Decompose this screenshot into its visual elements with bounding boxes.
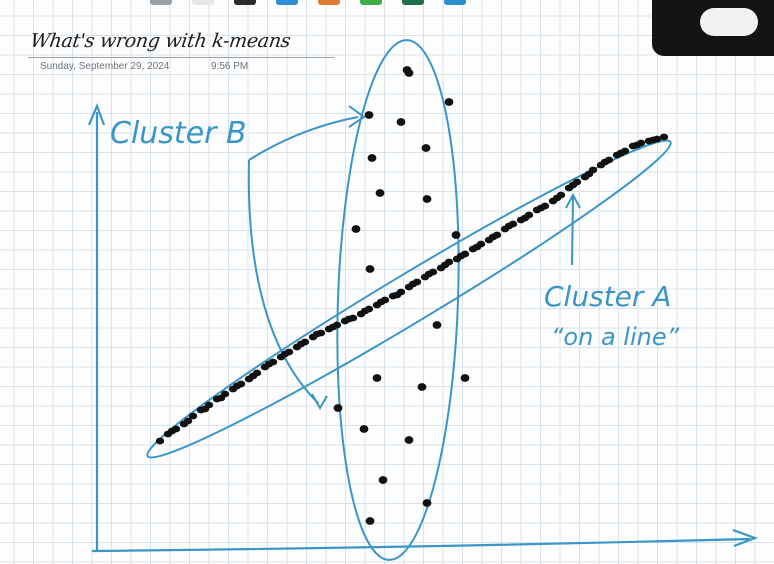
cluster-a-point (456, 252, 466, 260)
camera-toggle-button[interactable] (700, 8, 758, 36)
cluster-a-point (488, 233, 498, 241)
y-axis-arrow-icon (87, 103, 106, 126)
cluster-a-point (536, 204, 546, 212)
cluster-b-point (365, 265, 375, 273)
pen-tool-0[interactable] (150, 0, 172, 5)
cluster-a-point (504, 222, 514, 230)
pen-tool-5[interactable] (360, 0, 382, 5)
cluster-a-point (616, 149, 626, 157)
cluster-a-point (264, 360, 274, 368)
cluster-a-point (408, 280, 418, 288)
cluster-a-point (248, 372, 258, 380)
cluster-b-arrow-lower (247, 159, 319, 404)
cluster-a-point (648, 136, 658, 144)
pen-tool-7[interactable] (444, 0, 466, 5)
pen-tool-3[interactable] (276, 0, 298, 5)
cluster-b-point (365, 517, 375, 525)
pen-tool-1[interactable] (192, 0, 214, 5)
title-divider (28, 57, 334, 58)
cluster-b-point (372, 374, 382, 382)
x-axis-arrow-icon (732, 528, 759, 548)
note-time: 9:56 PM (211, 61, 249, 72)
cluster-a-point (584, 170, 594, 178)
pen-tool-2[interactable] (234, 0, 256, 5)
cluster-a-sublabel: “on a line” (551, 323, 680, 351)
cluster-b-arrow (248, 116, 359, 161)
cluster-b-point (421, 144, 431, 152)
cluster-a-point (167, 427, 177, 435)
note-date: Sunday, September 29, 2024 (40, 61, 170, 72)
cluster-a-point (188, 412, 198, 420)
cluster-b-point (333, 404, 343, 412)
cluster-b-point (378, 476, 388, 484)
cluster-b-point (422, 195, 432, 203)
cluster-a-label: Cluster A (544, 280, 671, 313)
cluster-a-point (552, 194, 562, 202)
cluster-a-point (600, 158, 610, 166)
cluster-a-point (280, 350, 290, 358)
cluster-b-point (359, 425, 369, 433)
cluster-b-point (417, 383, 427, 391)
cluster-a-point (232, 382, 242, 390)
data-points (155, 66, 669, 525)
pen-toolbar[interactable] (150, 0, 490, 6)
cluster-b-point (460, 374, 470, 382)
cluster-a-point (440, 261, 450, 269)
pen-tool-6[interactable] (402, 0, 424, 5)
cluster-a-point (296, 340, 306, 348)
cluster-a-arrow (571, 196, 574, 266)
cluster-a-point (328, 323, 338, 331)
cluster-a-point (155, 437, 165, 445)
cluster-b-arrowhead-lower-icon (311, 393, 328, 410)
cluster-b-label: Cluster B (110, 116, 247, 151)
cluster-b-point (444, 98, 454, 106)
cluster-a-point (376, 298, 386, 306)
cluster-a-point (632, 141, 642, 149)
cluster-b-point (396, 118, 406, 126)
x-axis-line (91, 537, 751, 553)
cluster-a-outline (146, 139, 672, 459)
cluster-a-point (183, 417, 193, 425)
cluster-b-point (375, 189, 385, 197)
cluster-b-arrowhead-icon (348, 105, 366, 128)
cluster-a-point (472, 243, 482, 251)
cluster-a-point (659, 133, 669, 141)
cluster-a-point (344, 315, 354, 323)
cluster-b-point (451, 231, 461, 239)
cluster-a-point (216, 394, 226, 402)
cluster-a-point (568, 181, 578, 189)
cluster-a-point (312, 330, 322, 338)
cluster-a-point (200, 405, 210, 413)
cluster-a-arrowhead-icon (565, 192, 581, 209)
cluster-b-point (422, 499, 432, 507)
pen-tool-4[interactable] (318, 0, 340, 5)
cluster-b-point (404, 436, 414, 444)
cluster-a-point (424, 270, 434, 278)
cluster-a-point (520, 214, 530, 222)
cluster-a-point (360, 307, 370, 315)
cluster-b-point (364, 111, 374, 119)
cluster-b-point (432, 321, 442, 329)
cluster-b-outline (336, 39, 460, 561)
cluster-b-point (367, 154, 377, 162)
cluster-b-point (351, 225, 361, 233)
cluster-a-point (392, 291, 402, 299)
cluster-b-point (404, 69, 414, 77)
